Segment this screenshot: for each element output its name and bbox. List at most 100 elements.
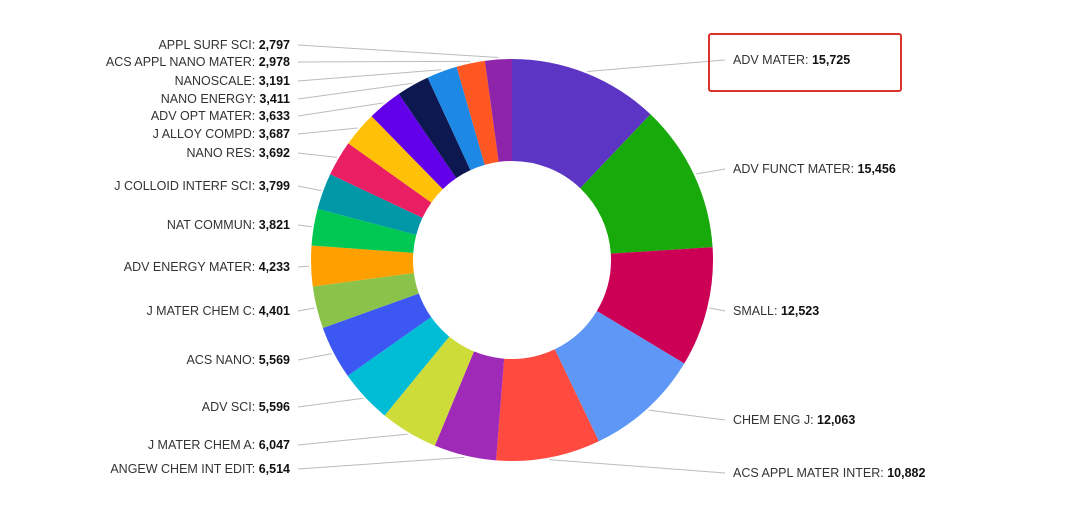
label-nanoscale: NANOSCALE: 3,191 xyxy=(175,74,290,88)
label-value-nanoscale: 3,191 xyxy=(259,74,290,88)
label-name-chem-eng-j: CHEM ENG J: xyxy=(733,413,817,427)
label-value-acs-appl-mater-inter: 10,882 xyxy=(887,466,925,480)
label-value-nano-energy: 3,411 xyxy=(259,92,290,106)
label-value-acs-appl-nano-mater: 2,978 xyxy=(259,55,290,69)
label-value-adv-energy-mater: 4,233 xyxy=(259,260,290,274)
label-j-alloy-compd: J ALLOY COMPD: 3,687 xyxy=(153,127,290,141)
slice-adv-funct-mater xyxy=(580,114,713,254)
label-name-nano-res: NANO RES: xyxy=(186,146,258,160)
leader-line-j-colloid-interf-sci xyxy=(297,185,322,192)
label-value-adv-mater: 15,725 xyxy=(812,53,850,67)
slice-angew-chem-int-edit xyxy=(434,351,505,461)
label-name-acs-appl-nano-mater: ACS APPL NANO MATER: xyxy=(106,55,259,69)
labels-group: ADV MATER: 15,725 ADV FUNCT MATER: 15,456… xyxy=(106,38,926,480)
label-value-j-colloid-interf-sci: 3,799 xyxy=(259,179,290,193)
label-small: SMALL: 12,523 xyxy=(733,304,819,318)
slice-nanoscale xyxy=(427,66,485,171)
leader-line-small xyxy=(709,307,726,312)
highlight-box xyxy=(708,33,902,92)
leader-line-adv-mater xyxy=(587,59,726,72)
label-value-adv-sci: 5,596 xyxy=(259,400,290,414)
label-name-nanoscale: NANOSCALE: xyxy=(175,74,259,88)
label-value-small: 12,523 xyxy=(781,304,819,318)
label-value-acs-nano: 5,569 xyxy=(259,353,290,367)
leader-line-appl-surf-sci xyxy=(297,44,499,58)
label-nat-commun: NAT COMMUN: 3,821 xyxy=(167,218,290,232)
leader-line-nanoscale xyxy=(297,69,442,82)
slice-nat-commun xyxy=(311,208,417,253)
slice-j-mater-chem-c xyxy=(312,273,419,328)
leader-line-j-alloy-compd xyxy=(297,127,358,135)
label-value-adv-opt-mater: 3,633 xyxy=(259,109,290,123)
slice-j-colloid-interf-sci xyxy=(317,174,423,235)
slice-j-mater-chem-a xyxy=(384,336,474,446)
label-name-nano-energy: NANO ENERGY: xyxy=(161,92,260,106)
label-j-mater-chem-a: J MATER CHEM A: 6,047 xyxy=(148,438,290,452)
slice-nano-res xyxy=(330,143,432,218)
label-acs-appl-mater-inter: ACS APPL MATER INTER: 10,882 xyxy=(733,466,925,480)
label-name-j-alloy-compd: J ALLOY COMPD: xyxy=(153,127,259,141)
label-name-j-mater-chem-a: J MATER CHEM A: xyxy=(148,438,259,452)
label-nano-res: NANO RES: 3,692 xyxy=(186,146,290,160)
label-name-acs-appl-mater-inter: ACS APPL MATER INTER: xyxy=(733,466,887,480)
label-j-colloid-interf-sci: J COLLOID INTERF SCI: 3,799 xyxy=(114,179,290,193)
leader-line-nano-res xyxy=(297,152,337,158)
leader-line-chem-eng-j xyxy=(648,409,726,421)
label-adv-energy-mater: ADV ENERGY MATER: 4,233 xyxy=(124,260,290,274)
slice-acs-nano xyxy=(322,293,432,376)
label-name-adv-energy-mater: ADV ENERGY MATER: xyxy=(124,260,259,274)
label-value-nat-commun: 3,821 xyxy=(259,218,290,232)
leader-line-acs-nano xyxy=(297,353,332,361)
leader-line-acs-appl-nano-mater xyxy=(297,60,471,63)
label-acs-nano: ACS NANO: 5,569 xyxy=(186,353,290,367)
label-name-j-colloid-interf-sci: J COLLOID INTERF SCI: xyxy=(114,179,258,193)
label-value-adv-funct-mater: 15,456 xyxy=(858,162,896,176)
leader-lines-group xyxy=(297,44,726,474)
leader-line-adv-energy-mater xyxy=(297,265,310,268)
label-value-nano-res: 3,692 xyxy=(259,146,290,160)
label-value-angew-chem-int-edit: 6,514 xyxy=(259,462,290,476)
label-name-j-mater-chem-c: J MATER CHEM C: xyxy=(146,304,258,318)
label-value-j-mater-chem-c: 4,401 xyxy=(259,304,290,318)
label-value-chem-eng-j: 12,063 xyxy=(817,413,855,427)
slice-acs-appl-mater-inter xyxy=(496,349,599,462)
leader-line-j-mater-chem-c xyxy=(297,307,315,312)
label-value-j-mater-chem-a: 6,047 xyxy=(259,438,290,452)
label-angew-chem-int-edit: ANGEW CHEM INT EDIT: 6,514 xyxy=(110,462,290,476)
label-adv-opt-mater: ADV OPT MATER: 3,633 xyxy=(151,109,290,123)
label-acs-appl-nano-mater: ACS APPL NANO MATER: 2,978 xyxy=(106,55,290,69)
slice-j-alloy-compd xyxy=(348,116,443,203)
leader-line-adv-opt-mater xyxy=(297,102,384,117)
leader-line-acs-appl-mater-inter xyxy=(549,459,726,474)
slice-adv-sci xyxy=(347,317,450,416)
label-adv-funct-mater: ADV FUNCT MATER: 15,456 xyxy=(733,162,896,176)
label-chem-eng-j: CHEM ENG J: 12,063 xyxy=(733,413,855,427)
label-name-adv-mater: ADV MATER: xyxy=(733,53,812,67)
label-name-acs-nano: ACS NANO: xyxy=(186,353,258,367)
slice-appl-surf-sci xyxy=(484,59,512,162)
slice-nano-energy xyxy=(398,77,471,179)
label-name-angew-chem-int-edit: ANGEW CHEM INT EDIT: xyxy=(110,462,258,476)
label-adv-mater: ADV MATER: 15,725 xyxy=(733,53,850,67)
label-name-adv-sci: ADV SCI: xyxy=(202,400,259,414)
slices-group xyxy=(311,59,714,462)
label-name-nat-commun: NAT COMMUN: xyxy=(167,218,259,232)
leader-line-angew-chem-int-edit xyxy=(297,456,465,470)
label-name-adv-funct-mater: ADV FUNCT MATER: xyxy=(733,162,858,176)
label-adv-sci: ADV SCI: 5,596 xyxy=(202,400,290,414)
label-value-j-alloy-compd: 3,687 xyxy=(259,127,290,141)
label-name-appl-surf-sci: APPL SURF SCI: xyxy=(158,38,258,52)
label-name-small: SMALL: xyxy=(733,304,781,318)
label-value-appl-surf-sci: 2,797 xyxy=(259,38,290,52)
leader-line-nat-commun xyxy=(297,224,312,228)
label-name-adv-opt-mater: ADV OPT MATER: xyxy=(151,109,259,123)
slice-adv-mater xyxy=(512,59,651,189)
slice-small xyxy=(596,247,714,364)
slice-adv-opt-mater xyxy=(371,93,457,190)
leader-line-adv-funct-mater xyxy=(695,168,726,175)
label-appl-surf-sci: APPL SURF SCI: 2,797 xyxy=(158,38,290,52)
slice-acs-appl-nano-mater xyxy=(456,60,499,165)
leader-line-j-mater-chem-a xyxy=(297,433,408,446)
